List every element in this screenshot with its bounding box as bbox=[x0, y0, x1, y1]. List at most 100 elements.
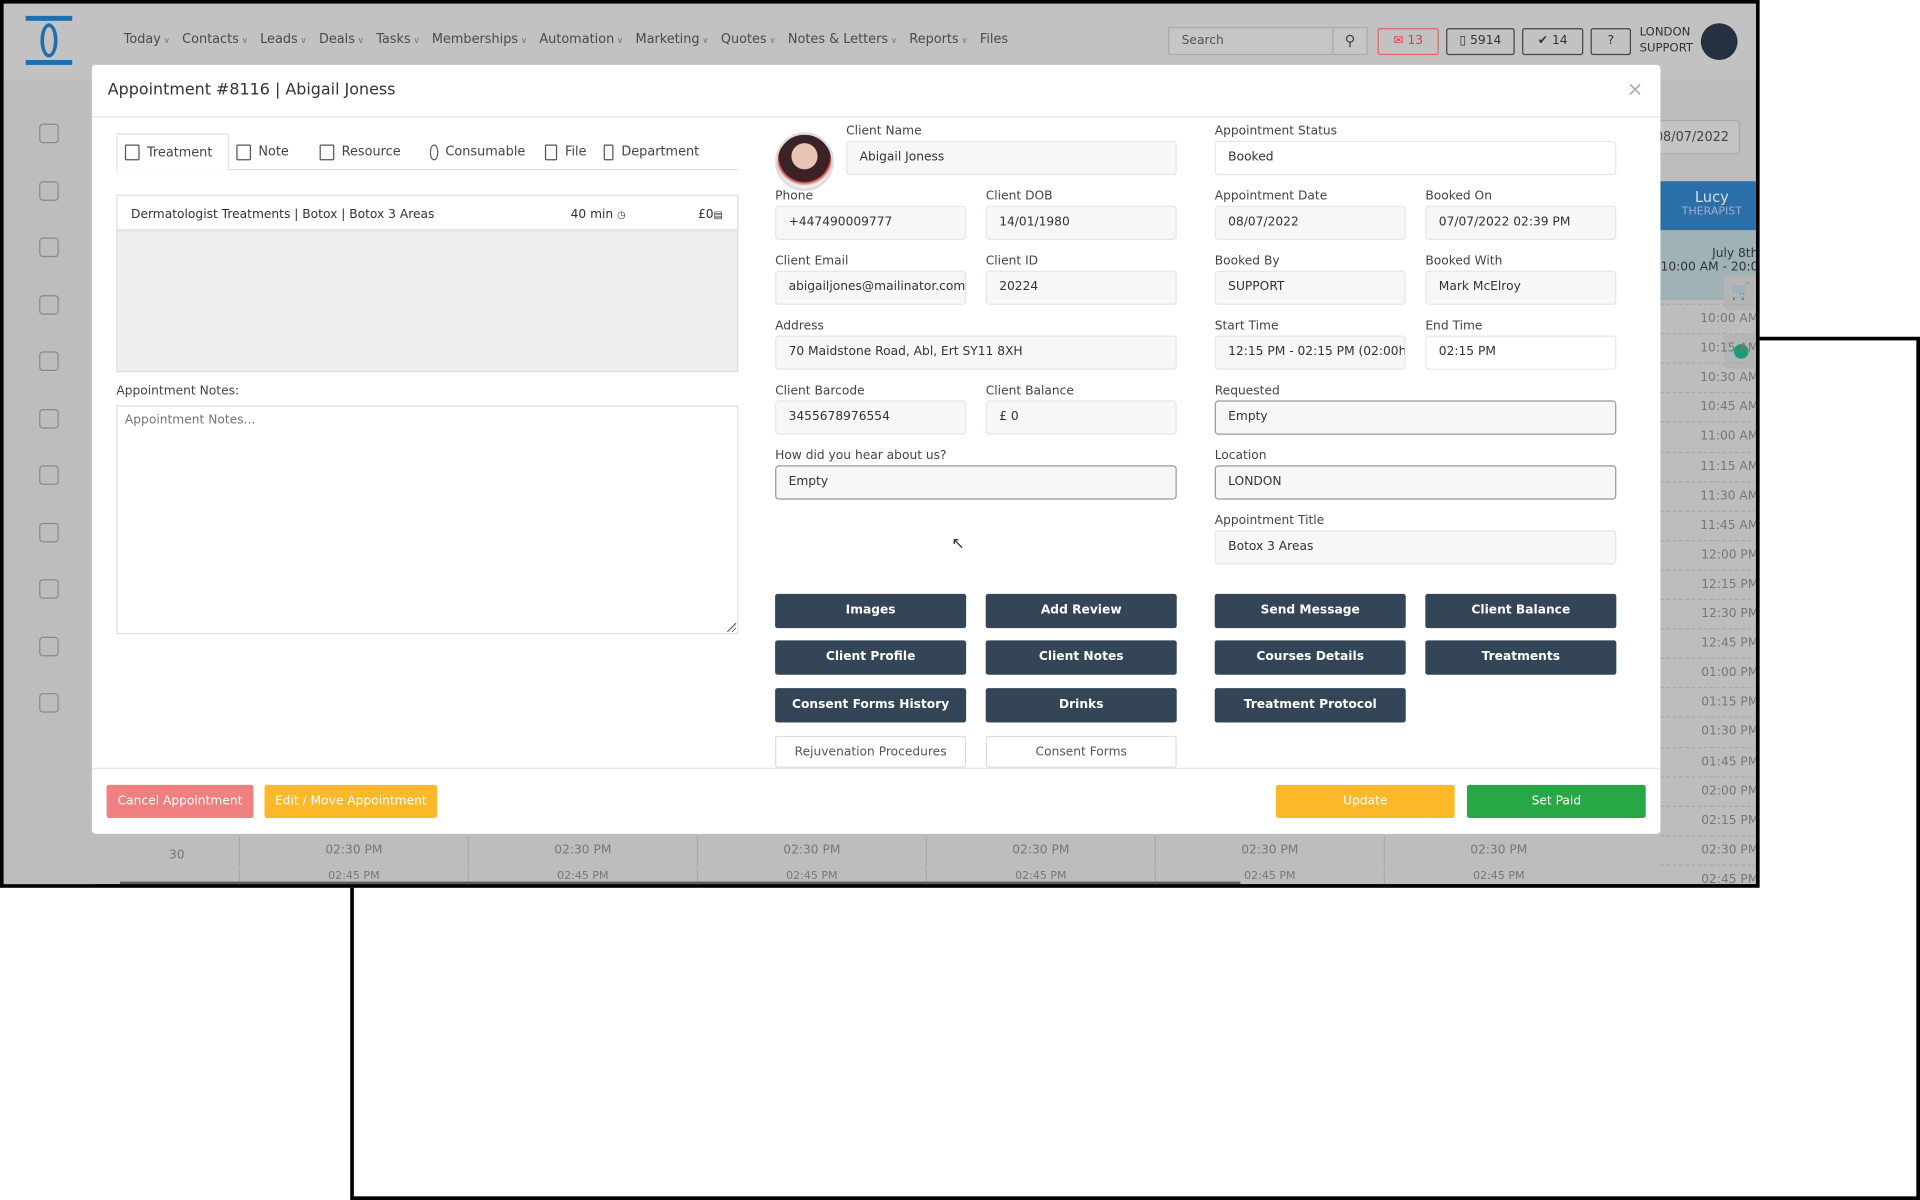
calendar-cell[interactable]: 02:30 PM bbox=[1383, 836, 1613, 866]
dob-field[interactable]: 14/01/1980 bbox=[985, 205, 1177, 241]
nav-tasks[interactable]: Tasks bbox=[376, 32, 419, 47]
calendar-cell[interactable]: 02:30 PM bbox=[925, 836, 1155, 866]
client-name-field[interactable]: Abigail Joness bbox=[846, 140, 1177, 176]
time-slot[interactable]: 02:00 PM bbox=[1660, 775, 1756, 805]
help-button[interactable]: ? bbox=[1590, 28, 1632, 56]
location-field[interactable]: LONDON bbox=[1214, 465, 1617, 500]
tasks-badge[interactable]: ✔ 14 bbox=[1522, 28, 1584, 56]
time-slot[interactable]: 10:00 AM bbox=[1660, 303, 1756, 333]
nav-reports[interactable]: Reports bbox=[909, 32, 967, 47]
calendar-cell[interactable]: 02:30 PM bbox=[696, 836, 926, 866]
courses-details-button[interactable]: Courses Details bbox=[1214, 640, 1406, 675]
tab-resource[interactable]: Resource bbox=[312, 133, 410, 170]
search-input[interactable]: Search ⚲ bbox=[1168, 26, 1368, 56]
nav-today[interactable]: Today bbox=[124, 32, 170, 47]
tab-consumable[interactable]: Consumable bbox=[422, 133, 532, 170]
time-slot[interactable]: 11:30 AM bbox=[1660, 480, 1756, 510]
nav-memberships[interactable]: Memberships bbox=[432, 32, 527, 47]
search-icon[interactable]: ⚲ bbox=[1332, 28, 1366, 54]
booked-with-field[interactable]: Mark McElroy bbox=[1425, 270, 1617, 305]
address-field[interactable]: 70 Maidstone Road, Abl, Ert SY11 8XH bbox=[775, 335, 1177, 370]
barcode-field[interactable]: 3455678976554 bbox=[775, 400, 967, 435]
phone-badge[interactable]: ▯ 5914 bbox=[1446, 28, 1515, 56]
client-id-field[interactable]: 20224 bbox=[985, 270, 1177, 305]
lock-icon[interactable] bbox=[39, 693, 59, 713]
calendar-cell[interactable]: 02:45 PM bbox=[1154, 868, 1384, 885]
start-time-field[interactable]: 12:15 PM - 02:15 PM (02:00h) bbox=[1214, 335, 1406, 370]
avatar[interactable] bbox=[1700, 23, 1738, 61]
end-time-field[interactable]: 02:15 PM bbox=[1425, 335, 1617, 370]
nav-leads[interactable]: Leads bbox=[260, 32, 307, 47]
time-slot[interactable]: 01:45 PM bbox=[1660, 746, 1756, 775]
client-profile-button[interactable]: Client Profile bbox=[775, 640, 967, 675]
status-field[interactable]: Booked bbox=[1214, 140, 1617, 176]
client-balance-button[interactable]: Client Balance bbox=[1425, 593, 1617, 629]
phone-field[interactable]: +447490009777 bbox=[775, 205, 967, 241]
nav-contacts[interactable]: Contacts bbox=[182, 32, 248, 47]
client-notes-button[interactable]: Client Notes bbox=[985, 640, 1177, 675]
edit-move-appointment-button[interactable]: Edit / Move Appointment bbox=[264, 784, 438, 818]
time-slot[interactable]: 02:15 PM bbox=[1660, 805, 1756, 834]
calendar-cell[interactable]: 02:45 PM bbox=[1383, 868, 1613, 885]
tag-icon[interactable] bbox=[39, 522, 59, 542]
time-slot[interactable]: 12:45 PM bbox=[1660, 628, 1756, 657]
calendar-icon[interactable] bbox=[39, 123, 59, 144]
nav-files[interactable]: Files bbox=[979, 31, 1009, 47]
time-slot[interactable]: 10:45 AM bbox=[1660, 392, 1756, 421]
hear-field[interactable]: Empty bbox=[775, 465, 1177, 500]
set-paid-button[interactable]: Set Paid bbox=[1466, 784, 1646, 818]
report-icon[interactable] bbox=[39, 579, 59, 599]
calendar-cell[interactable]: 02:45 PM bbox=[238, 868, 468, 885]
time-slot[interactable]: 01:30 PM bbox=[1660, 716, 1756, 746]
requested-field[interactable]: Empty bbox=[1214, 400, 1617, 435]
booked-by-field[interactable]: SUPPORT bbox=[1214, 270, 1406, 305]
time-slot[interactable]: 10:30 AM bbox=[1660, 362, 1756, 392]
time-slot[interactable]: 02:30 PM bbox=[1660, 834, 1756, 864]
nav-automation[interactable]: Automation bbox=[539, 32, 623, 47]
rejuvenation-procedures-button[interactable]: Rejuvenation Procedures bbox=[775, 735, 967, 768]
appt-date-field[interactable]: 08/07/2022 bbox=[1214, 205, 1406, 241]
images-button[interactable]: Images bbox=[775, 593, 967, 629]
booked-on-field[interactable]: 07/07/2022 02:39 PM bbox=[1425, 205, 1617, 241]
calendar-cell[interactable]: 02:30 PM bbox=[1154, 836, 1384, 866]
horizontal-scrollbar[interactable] bbox=[120, 881, 1241, 885]
tab-treatment[interactable]: Treatment bbox=[116, 133, 229, 171]
send-message-button[interactable]: Send Message bbox=[1214, 593, 1406, 629]
calendar-cell[interactable]: 02:45 PM bbox=[925, 868, 1155, 885]
calendar-date[interactable]: 08/07/2022 bbox=[1648, 120, 1741, 155]
time-slot[interactable]: 01:15 PM bbox=[1660, 687, 1756, 716]
time-slot[interactable]: 12:30 PM bbox=[1660, 598, 1756, 628]
treatments-button[interactable]: Treatments bbox=[1425, 640, 1617, 675]
close-icon[interactable]: × bbox=[1626, 77, 1644, 101]
consent-forms-history-button[interactable]: Consent Forms History bbox=[775, 688, 967, 723]
time-slot[interactable]: 02:45 PM bbox=[1660, 864, 1756, 884]
time-slot[interactable]: 10:15 AM bbox=[1660, 333, 1756, 362]
nav-quotes[interactable]: Quotes bbox=[721, 32, 776, 47]
mail-badge[interactable]: ✉ 13 bbox=[1377, 28, 1439, 56]
cancel-appointment-button[interactable]: Cancel Appointment bbox=[106, 784, 254, 818]
gift-icon[interactable] bbox=[39, 408, 59, 428]
time-slot[interactable]: 01:00 PM bbox=[1660, 657, 1756, 687]
balance-field[interactable]: £ 0 bbox=[985, 400, 1177, 435]
appt-title-field[interactable]: Botox 3 Areas bbox=[1214, 530, 1617, 565]
appointment-notes-textarea[interactable] bbox=[116, 405, 739, 635]
box-icon[interactable] bbox=[39, 180, 59, 201]
time-slot[interactable]: 11:15 AM bbox=[1660, 451, 1756, 480]
calendar-cell[interactable]: 02:45 PM bbox=[696, 868, 926, 885]
staff-header[interactable]: Lucy THERAPIST bbox=[1660, 181, 1756, 231]
user-circle-icon[interactable] bbox=[39, 636, 59, 656]
update-button[interactable]: Update bbox=[1275, 784, 1455, 818]
tab-note[interactable]: Note bbox=[229, 133, 317, 170]
copy-icon[interactable] bbox=[39, 237, 59, 258]
consent-forms-button[interactable]: Consent Forms bbox=[985, 735, 1177, 768]
add-review-button[interactable]: Add Review bbox=[985, 593, 1177, 629]
history-icon[interactable] bbox=[39, 351, 59, 372]
cart-icon[interactable] bbox=[39, 465, 59, 485]
drinks-button[interactable]: Drinks bbox=[985, 688, 1177, 723]
time-slot[interactable]: 11:00 AM bbox=[1660, 421, 1756, 451]
calendar-cell[interactable]: 02:30 PM bbox=[467, 836, 697, 866]
nav-marketing[interactable]: Marketing bbox=[635, 32, 708, 47]
time-slot[interactable]: 11:45 AM bbox=[1660, 510, 1756, 539]
tab-file[interactable]: File bbox=[538, 133, 594, 170]
treatment-protocol-button[interactable]: Treatment Protocol bbox=[1214, 688, 1406, 723]
